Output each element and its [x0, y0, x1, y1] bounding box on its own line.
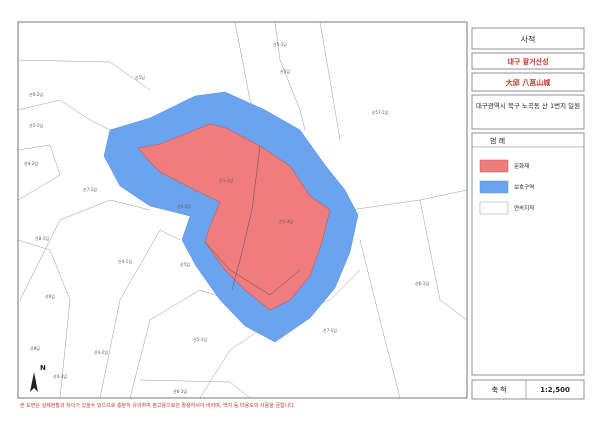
- parcel-label: 산4-2임: [94, 349, 108, 355]
- legend-label: 보호구역: [514, 183, 534, 191]
- parcel-label: 산7-1임: [83, 186, 97, 192]
- panel-address-box: 대구광역시 북구 노곡동 산 1번지 일원: [475, 102, 581, 110]
- parcel-label: 산7-1임: [323, 327, 337, 333]
- parcel-label: 산4-3임: [53, 373, 67, 379]
- legend-title: 범 례: [490, 136, 505, 145]
- legend-label: 연속지적: [514, 204, 534, 212]
- parcel-label: 산1-2임: [177, 203, 191, 209]
- parcel-label: 산5-1임: [193, 336, 207, 342]
- parcel-labels: 산5-1답 산5임 산5답 산6-2임 산5-1임 산4-2임 산7-1임 산1…: [24, 41, 429, 394]
- parcel-label: 산5-1임: [29, 122, 43, 128]
- parcel-label: 산57-1임: [372, 109, 389, 115]
- parcel-label: 산6-2임: [29, 91, 43, 97]
- panel-name: 대구 팔거산성: [507, 57, 548, 66]
- legend-swatch: [479, 201, 509, 215]
- panel-category: 사적: [521, 34, 536, 44]
- parcel-label: 산4-1임: [118, 258, 132, 264]
- scale-label: 축 척: [491, 385, 506, 394]
- scale-value: 1:2,500: [540, 386, 570, 394]
- legend-label: 문화재: [514, 162, 529, 170]
- panel-name-hanja: 大邱 八莒山城: [506, 78, 550, 87]
- parcel-label: 산5답: [135, 74, 145, 80]
- inner-parcel-lines: [204, 145, 301, 296]
- parcel-label: 산1-3임: [279, 218, 293, 224]
- parcel-label: 산6-2임: [173, 388, 187, 394]
- parcel-label: 산8답: [30, 345, 40, 351]
- parcel-label: 산5임: [280, 68, 290, 74]
- parcel-label: 산6임: [45, 293, 55, 299]
- disclaimer: 본 도면은 실제현황과 차이가 있을수 있으므로 충분히 유의하여 참고용으로만…: [20, 402, 296, 409]
- parcel-label: 산6-1임: [415, 280, 429, 286]
- panel-boxes: [471, 27, 585, 400]
- parcel-label: 산8-1임: [35, 235, 49, 241]
- legend-swatch: [479, 159, 509, 173]
- parcel-label: 산1-1임: [219, 177, 233, 183]
- parcel-label: 산5임: [180, 261, 190, 267]
- heritage-area: [137, 123, 331, 311]
- parcel-label: 산4-2임: [24, 160, 38, 166]
- north-arrow: N: [30, 364, 46, 392]
- legend-swatch: [479, 180, 509, 194]
- panel-address: 대구광역시 북구 노곡동 산 1번지 일원: [475, 102, 581, 110]
- north-label: N: [40, 364, 46, 372]
- parcel-label: 산5-1답: [273, 41, 287, 47]
